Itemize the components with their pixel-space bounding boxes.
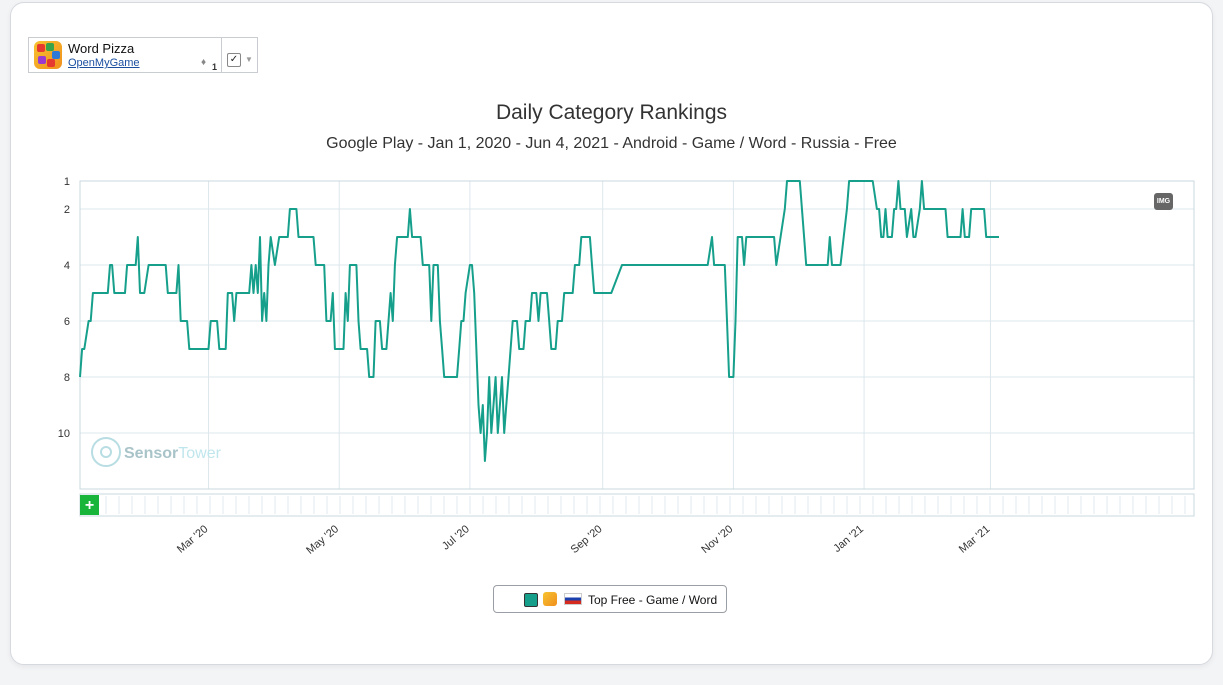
sensortower-logo-inner	[100, 446, 112, 458]
navigator-ticks	[105, 496, 1186, 514]
chevron-down-icon[interactable]: ▼	[245, 55, 253, 64]
app-name[interactable]: Word Pizza	[68, 41, 135, 56]
y-tick-label: 10	[58, 428, 70, 440]
legend[interactable]: Top Free - Game / Word	[493, 585, 727, 613]
x-axis-labels: Mar '20 May '20 Jul '20 Sep '20 Nov '20 Jan '…	[175, 523, 992, 557]
legend-swatch[interactable]	[524, 593, 538, 607]
grid-lines	[80, 180, 1194, 489]
watermark-part2: Tower	[178, 445, 221, 462]
chart-subtitle: Google Play - Jan 1, 2020 - Jun 4, 2021 …	[326, 135, 897, 152]
game-icon	[543, 592, 557, 606]
chart-title: Daily Category Rankings	[495, 101, 728, 124]
navigator-strip[interactable]	[79, 493, 1195, 517]
y-tick-label: 1	[64, 176, 70, 188]
series-line-top-free	[79, 180, 999, 462]
y-tick-label: 6	[64, 316, 70, 328]
app-checkbox[interactable]: ✓	[227, 53, 241, 67]
x-tick-label: Mar '20	[175, 523, 211, 556]
watermark-part1: Sensor	[124, 445, 178, 462]
russia-flag-icon	[564, 593, 582, 605]
app-icon	[34, 41, 62, 69]
x-tick-label: Nov '20	[699, 523, 735, 556]
y-axis-labels: 1 2 4 6 8 10	[58, 176, 70, 440]
x-tick-label: Mar '21	[957, 523, 993, 556]
sensortower-watermark: SensorTower	[91, 437, 222, 467]
device-count: 1	[212, 62, 218, 72]
x-tick-label: May '20	[304, 523, 341, 557]
x-tick-label: Jul '20	[440, 523, 472, 552]
android-icon: ♦	[201, 57, 207, 68]
app-selector-divider	[221, 38, 222, 72]
app-developer-link[interactable]: OpenMyGame	[68, 57, 140, 69]
y-tick-label: 8	[64, 372, 70, 384]
legend-label[interactable]: Top Free - Game / Word	[588, 593, 718, 607]
zoom-add-bg[interactable]	[80, 495, 99, 515]
x-tick-label: Jan '21	[831, 523, 866, 555]
image-badge[interactable]: IMG	[1154, 193, 1173, 210]
plus-icon[interactable]: +	[85, 497, 94, 514]
app-selector[interactable]: Word Pizza OpenMyGame ♦ 1 ✓ ▼	[28, 37, 258, 73]
y-tick-label: 2	[64, 204, 70, 216]
sensortower-logo-icon	[91, 437, 121, 467]
navigator-track[interactable]	[79, 493, 1195, 517]
x-tick-label: Sep '20	[569, 523, 605, 556]
y-tick-label: 4	[64, 260, 70, 272]
plot-border	[79, 180, 1195, 490]
zoom-add-button[interactable]: +	[80, 495, 99, 515]
watermark-text: SensorTower	[124, 445, 222, 462]
